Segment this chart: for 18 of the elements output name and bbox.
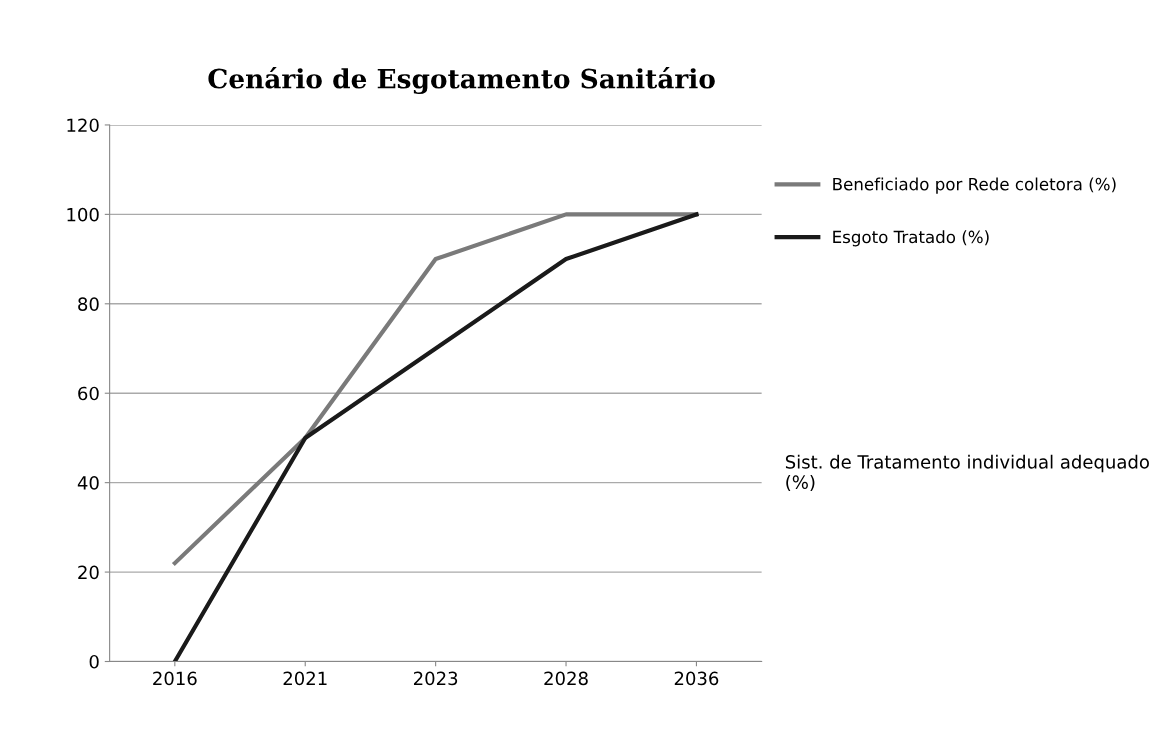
y-tick-label: 100 xyxy=(67,207,99,222)
x-tick-label: 2036 xyxy=(674,671,719,686)
text: Sist. de Tratamento individual adequado (%) xyxy=(785,454,1149,492)
legend-label: Esgoto Tratado (%) xyxy=(833,230,989,247)
y-tick-label: 120 xyxy=(67,118,99,133)
x-tick-label: 2016 xyxy=(153,671,197,686)
y-tick-label: 0 xyxy=(89,654,99,669)
x-tick-label: 2023 xyxy=(413,671,458,686)
line-series xyxy=(172,212,699,566)
y-tick-label: 80 xyxy=(78,297,99,311)
chart-title: Cenário de Esgotamento Sanitário xyxy=(208,67,715,95)
legend-label: Beneficiado por Rede coletora (%) xyxy=(833,177,1116,194)
y-tick-label: 20 xyxy=(78,565,99,580)
x-tick-label: 2021 xyxy=(283,671,327,686)
line-series xyxy=(172,212,699,662)
y-tick-label: 60 xyxy=(78,386,99,401)
x-tick-label: 2028 xyxy=(544,671,588,686)
y-tick-label: 40 xyxy=(77,476,99,490)
